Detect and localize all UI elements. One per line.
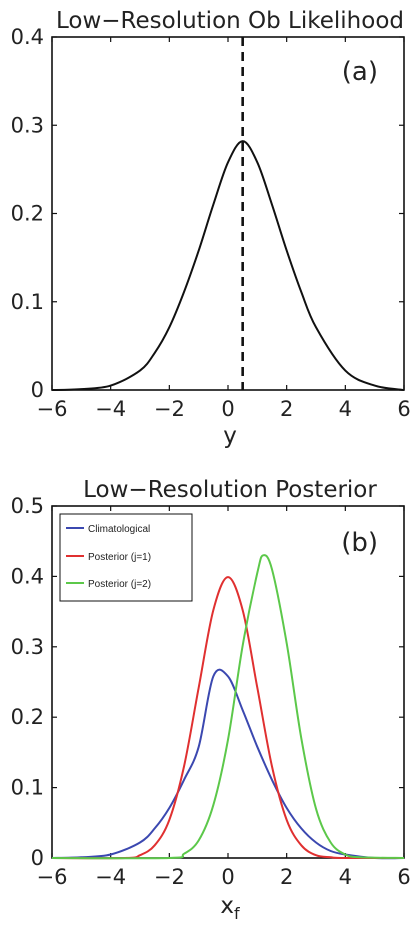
chart-a-xtick-label: 6	[397, 397, 410, 421]
chart-a-ytick-label: 0.3	[11, 113, 44, 137]
chart-a-xtick-label: −6	[37, 397, 68, 421]
chart-b-xtick-label: −6	[37, 865, 68, 889]
chart-a-series-line-0	[51, 140, 405, 391]
chart-a-xtick-label: 4	[339, 397, 352, 421]
chart-a-ytick-label: 0.4	[11, 25, 44, 49]
chart-a-plot	[51, 37, 405, 391]
chart-b-xtick-label: −2	[154, 865, 185, 889]
chart-b-title: Low−Resolution Posterior	[83, 477, 377, 503]
chart-a-ytick-label: 0	[31, 378, 44, 402]
chart-b-ticks: −6 −4 −2 0 2 4 6 0 0.1 0.2 0.3 0.4 0.5	[11, 494, 411, 889]
chart-b-ytick-label: 0.2	[11, 705, 44, 729]
chart-b-series-line-0	[51, 668, 405, 860]
chart-b-xtick-label: 6	[397, 865, 410, 889]
chart-b-legend: Climatological Posterior (j=1) Posterior…	[59, 513, 193, 602]
chart-b-plot	[51, 554, 405, 860]
chart-a-xtick-label: −4	[95, 397, 126, 421]
chart-b-xtick-label: 0	[221, 865, 234, 889]
chart-a-title: Low−Resolution Ob Likelihood	[56, 8, 404, 34]
chart-a-frame	[51, 36, 405, 391]
legend-label-climatological: Climatological	[88, 524, 150, 535]
chart-b-series-line-1	[51, 576, 405, 860]
chart-a-ytick-label: 0.2	[11, 202, 44, 226]
legend-label-posterior-j2: Posterior (j=2)	[88, 579, 151, 590]
legend-label-posterior-j1: Posterior (j=1)	[88, 552, 151, 563]
chart-a-ticks: −6 −4 −2 0 2 4 6 0 0.1 0.2 0.3 0.4	[11, 25, 411, 421]
chart-b: Low−Resolution Posterior −6 −4 −2 0 2 4 6 0 0.1 0…	[11, 477, 411, 923]
chart-b-xlabel: xf	[220, 893, 240, 923]
chart-b-xtick-label: −4	[95, 865, 126, 889]
chart-b-ytick-label: 0.5	[11, 494, 44, 518]
chart-a-xtick-label: −2	[154, 397, 185, 421]
chart-a-xlabel: y	[223, 423, 237, 449]
chart-b-ytick-label: 0.4	[11, 564, 44, 588]
chart-a-xtick-label: 2	[280, 397, 293, 421]
chart-a-ytick-label: 0.1	[11, 290, 44, 314]
chart-b-xtick-label: 2	[280, 865, 293, 889]
chart-b-ytick-label: 0	[31, 846, 44, 870]
chart-b-ytick-label: 0.1	[11, 776, 44, 800]
chart-a: Low−Resolution Ob Likelihood −6 −4 −2 0 2 4 6 0…	[11, 8, 411, 449]
chart-b-series-line-2	[51, 554, 405, 860]
chart-a-panel-label: (a)	[342, 57, 378, 87]
chart-b-xtick-label: 4	[339, 865, 352, 889]
chart-b-ytick-label: 0.3	[11, 635, 44, 659]
chart-a-xtick-label: 0	[221, 397, 234, 421]
chart-b-panel-label: (b)	[341, 528, 378, 558]
